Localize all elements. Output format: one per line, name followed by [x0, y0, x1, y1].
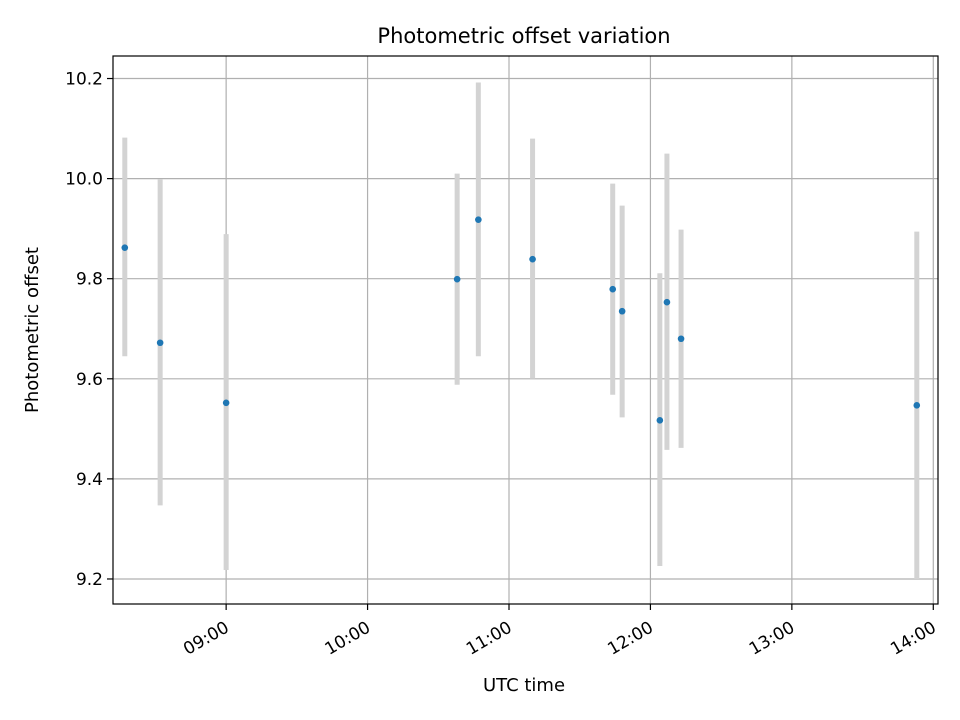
- data-point: [121, 244, 129, 251]
- x-tick-label: 10:00: [322, 618, 374, 660]
- x-tick-label: 09:00: [180, 618, 232, 660]
- y-tick-label: 9.2: [76, 570, 103, 590]
- data-point: [913, 402, 921, 409]
- y-tick-label: 10.0: [65, 170, 103, 190]
- x-tick-label: 14:00: [887, 618, 939, 660]
- data-point: [222, 399, 230, 407]
- data-point: [663, 298, 671, 306]
- y-axis: 9.2 9.4 9.6 9.8 10.0 10.2: [65, 70, 113, 590]
- error-bars: [122, 82, 920, 579]
- data-point: [156, 339, 164, 347]
- data-point: [618, 307, 626, 315]
- data-point: [656, 417, 664, 424]
- data-point: [475, 216, 482, 223]
- x-tick-label: 12:00: [604, 618, 656, 660]
- plot-frame: [112, 55, 939, 605]
- y-tick-label: 9.6: [76, 370, 103, 390]
- x-axis: 09:00 10:00 11:00 12:00 13:00 14:00: [180, 604, 940, 660]
- data-points: [121, 216, 921, 424]
- data-point: [529, 255, 536, 263]
- y-tick-label: 9.8: [76, 270, 103, 290]
- x-tick-label: 11:00: [463, 618, 515, 660]
- x-axis-label: UTC time: [483, 675, 565, 696]
- y-tick-label: 10.2: [65, 70, 103, 90]
- data-point: [677, 335, 685, 343]
- y-tick-label: 9.4: [76, 470, 103, 490]
- data-point: [609, 285, 617, 293]
- data-point: [453, 275, 461, 283]
- grid: [113, 56, 938, 604]
- chart-title: Photometric offset variation: [377, 24, 670, 48]
- x-tick-label: 13:00: [746, 618, 798, 660]
- y-axis-label: Photometric offset: [22, 247, 43, 413]
